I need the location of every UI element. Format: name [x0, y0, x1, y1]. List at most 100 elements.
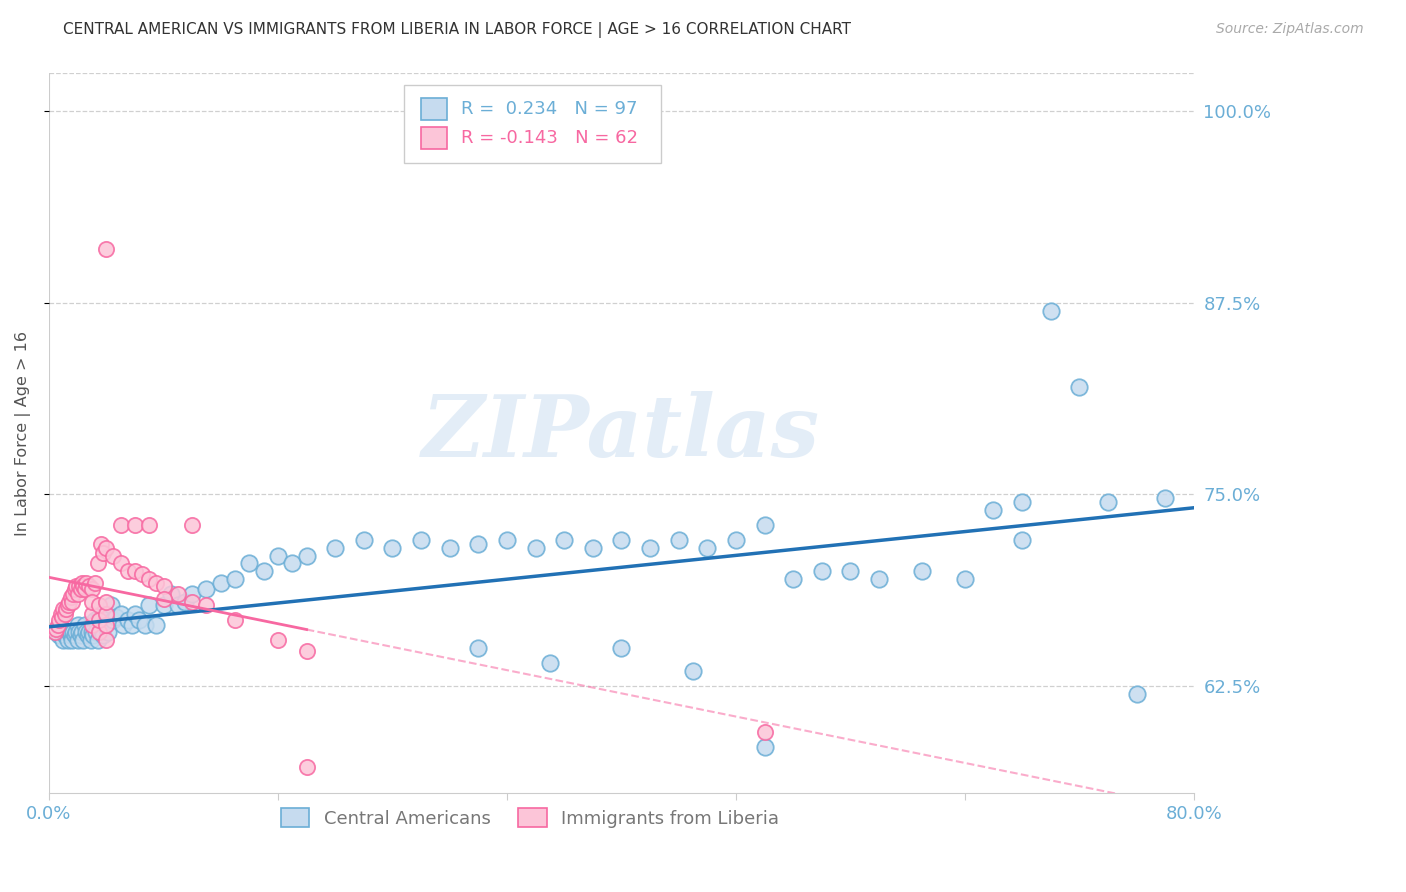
Point: [51, 625, 73, 640]
Point: [1125, 687, 1147, 701]
Point: [96, 633, 118, 648]
Point: [89, 610, 111, 624]
Point: [281, 557, 304, 571]
Point: [83, 613, 105, 627]
Point: [696, 541, 718, 555]
Point: [77, 579, 100, 593]
Point: [90, 536, 112, 550]
Point: [55, 602, 77, 616]
Point: [267, 549, 290, 563]
Point: [80, 625, 103, 640]
Point: [56, 598, 79, 612]
FancyBboxPatch shape: [420, 127, 447, 149]
Point: [1097, 495, 1119, 509]
Point: [96, 607, 118, 621]
Point: [117, 564, 139, 578]
Point: [80, 617, 103, 632]
Point: [754, 518, 776, 533]
Point: [782, 572, 804, 586]
Point: [145, 617, 167, 632]
Point: [59, 628, 82, 642]
Point: [65, 579, 87, 593]
Point: [682, 664, 704, 678]
Point: [267, 633, 290, 648]
Point: [48, 613, 70, 627]
Point: [381, 541, 404, 555]
Text: R =  0.234   N = 97: R = 0.234 N = 97: [461, 100, 638, 118]
Point: [52, 633, 75, 648]
Point: [60, 633, 83, 648]
Point: [295, 644, 318, 658]
Point: [152, 579, 174, 593]
Point: [62, 587, 84, 601]
Point: [868, 572, 890, 586]
Point: [224, 613, 246, 627]
Point: [89, 625, 111, 640]
Point: [754, 725, 776, 739]
Point: [110, 607, 132, 621]
FancyBboxPatch shape: [420, 98, 447, 120]
Point: [86, 633, 108, 648]
Point: [77, 625, 100, 640]
Point: [58, 595, 80, 609]
Point: [66, 587, 89, 601]
Point: [73, 617, 96, 632]
Point: [145, 576, 167, 591]
Point: [103, 549, 125, 563]
Point: [83, 576, 105, 591]
Point: [51, 610, 73, 624]
Text: CENTRAL AMERICAN VS IMMIGRANTS FROM LIBERIA IN LABOR FORCE | AGE > 16 CORRELATIO: CENTRAL AMERICAN VS IMMIGRANTS FROM LIBE…: [63, 22, 851, 38]
Point: [49, 607, 72, 621]
Point: [195, 582, 218, 597]
Point: [238, 557, 260, 571]
Point: [96, 595, 118, 609]
Point: [128, 613, 150, 627]
Point: [582, 541, 605, 555]
Point: [117, 613, 139, 627]
Point: [121, 617, 143, 632]
Point: [93, 546, 115, 560]
Point: [58, 625, 80, 640]
Point: [911, 564, 934, 578]
Point: [253, 564, 276, 578]
Point: [52, 602, 75, 616]
Point: [1011, 495, 1033, 509]
Point: [70, 576, 93, 591]
Point: [73, 582, 96, 597]
Point: [754, 740, 776, 755]
Point: [48, 628, 70, 642]
Point: [553, 533, 575, 548]
Point: [295, 760, 318, 774]
Point: [72, 633, 94, 648]
Point: [195, 598, 218, 612]
Point: [224, 572, 246, 586]
Point: [79, 633, 101, 648]
Point: [100, 598, 122, 612]
Point: [55, 625, 77, 640]
Point: [90, 625, 112, 640]
Point: [953, 572, 976, 586]
Point: [353, 533, 375, 548]
Point: [66, 633, 89, 648]
Point: [181, 595, 204, 609]
Point: [89, 613, 111, 627]
Point: [45, 625, 67, 640]
Point: [1011, 533, 1033, 548]
Point: [524, 541, 547, 555]
Point: [323, 541, 346, 555]
Point: [810, 564, 832, 578]
Point: [56, 633, 79, 648]
Point: [69, 582, 91, 597]
Point: [75, 625, 97, 640]
Point: [67, 579, 90, 593]
Text: ZIPatlas: ZIPatlas: [422, 392, 821, 475]
Point: [96, 541, 118, 555]
Point: [295, 549, 318, 563]
Point: [174, 595, 197, 609]
Point: [138, 518, 160, 533]
Point: [80, 607, 103, 621]
Point: [76, 628, 98, 642]
Point: [610, 640, 633, 655]
Point: [91, 613, 114, 627]
Point: [638, 541, 661, 555]
